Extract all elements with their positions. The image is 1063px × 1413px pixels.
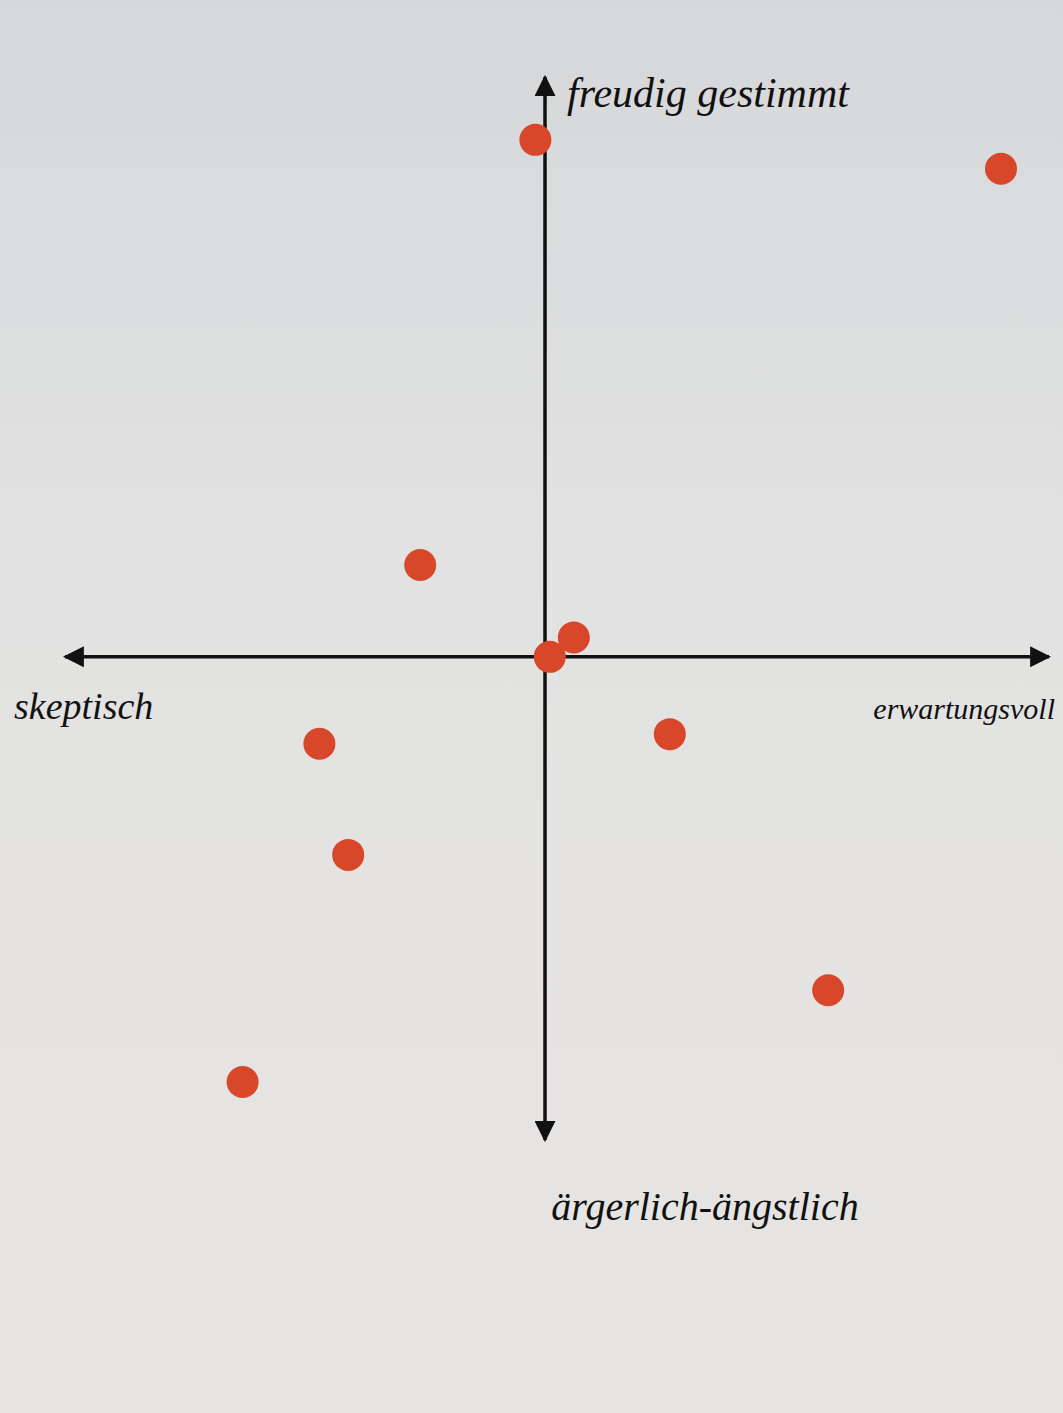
point	[654, 718, 686, 750]
top-label: freudig gestimmt	[567, 70, 850, 116]
point	[812, 974, 844, 1006]
left-label: skeptisch	[14, 685, 153, 727]
bottom-label: ärgerlich-ängstlich	[551, 1184, 858, 1229]
chart: freudig gestimmt ärgerlich-ängstlich skept…	[0, 0, 1063, 1413]
labels: freudig gestimmt ärgerlich-ängstlich skept…	[14, 70, 1055, 1229]
point	[404, 549, 436, 581]
points	[227, 124, 1017, 1098]
point	[227, 1066, 259, 1098]
point	[332, 839, 364, 871]
point	[534, 641, 566, 673]
axes	[65, 77, 1049, 1140]
point	[303, 728, 335, 760]
point	[519, 124, 551, 156]
point	[985, 153, 1017, 185]
right-label: erwartungsvoll	[873, 692, 1055, 725]
y-axis-line	[543, 77, 547, 1140]
